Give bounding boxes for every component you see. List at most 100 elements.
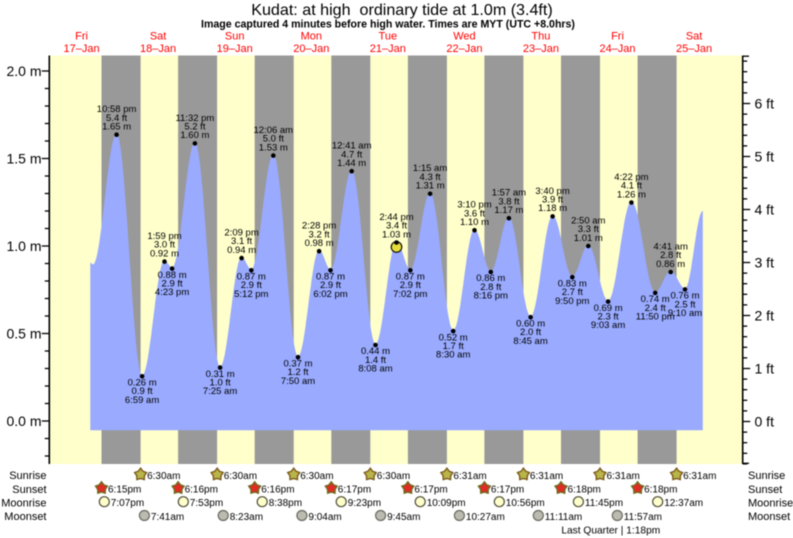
svg-text:Sunrise: Sunrise <box>748 470 785 482</box>
svg-text:Moonrise: Moonrise <box>748 497 793 509</box>
svg-text:0.31 m: 0.31 m <box>206 369 235 380</box>
svg-text:0.60 m: 0.60 m <box>516 318 545 329</box>
svg-text:2 ft: 2 ft <box>755 307 775 323</box>
svg-text:9:23pm: 9:23pm <box>348 498 381 509</box>
svg-text:0.76 m: 0.76 m <box>670 291 699 302</box>
svg-text:6:30am: 6:30am <box>147 471 180 482</box>
svg-text:2:50 am: 2:50 am <box>571 215 605 226</box>
svg-text:6:17pm: 6:17pm <box>414 485 447 496</box>
svg-text:2:44 pm: 2:44 pm <box>379 212 413 223</box>
svg-text:8:16 pm: 8:16 pm <box>474 291 508 302</box>
svg-text:6:17pm: 6:17pm <box>338 485 371 496</box>
svg-text:1.44 m: 1.44 m <box>337 158 366 169</box>
svg-text:Sunset: Sunset <box>748 484 782 496</box>
svg-text:3.0 ft: 3.0 ft <box>154 240 175 251</box>
svg-text:6 ft: 6 ft <box>755 95 775 111</box>
svg-text:Last Quarter | 1:18pm: Last Quarter | 1:18pm <box>561 526 660 537</box>
svg-text:2.5 ft: 2.5 ft <box>674 299 695 310</box>
svg-text:1.17 m: 1.17 m <box>494 205 523 216</box>
svg-text:8:45 am: 8:45 am <box>513 336 547 347</box>
svg-text:0 ft: 0 ft <box>755 413 775 429</box>
svg-text:4.3 ft: 4.3 ft <box>420 172 441 183</box>
svg-text:6:30am: 6:30am <box>377 471 410 482</box>
svg-text:2.4 ft: 2.4 ft <box>645 303 666 314</box>
svg-text:8:38pm: 8:38pm <box>269 498 302 509</box>
svg-text:1.2 ft: 1.2 ft <box>287 367 308 378</box>
svg-text:0.44 m: 0.44 m <box>361 346 390 357</box>
svg-text:9:10 am: 9:10 am <box>668 308 702 319</box>
svg-text:18–Jan: 18–Jan <box>140 43 176 55</box>
svg-text:6:02 pm: 6:02 pm <box>313 289 347 300</box>
svg-text:4.1 ft: 4.1 ft <box>621 181 642 192</box>
svg-text:1.5 m: 1.5 m <box>6 150 41 166</box>
svg-text:4.7 ft: 4.7 ft <box>341 149 362 160</box>
svg-text:1.18 m: 1.18 m <box>538 203 567 214</box>
svg-text:25–Jan: 25–Jan <box>676 43 712 55</box>
svg-text:0.98 m: 0.98 m <box>305 238 334 249</box>
svg-text:11:50 pm: 11:50 pm <box>636 312 675 323</box>
svg-text:11:57am: 11:57am <box>624 512 662 523</box>
svg-text:8:30 am: 8:30 am <box>436 350 470 361</box>
svg-text:2:28 pm: 2:28 pm <box>302 221 336 232</box>
svg-text:0.88 m: 0.88 m <box>158 270 187 281</box>
svg-text:0.87 m: 0.87 m <box>396 272 425 283</box>
svg-text:1:15 am: 1:15 am <box>413 163 447 174</box>
svg-text:4 ft: 4 ft <box>755 201 775 217</box>
svg-text:0.37 m: 0.37 m <box>283 358 312 369</box>
svg-text:3.8 ft: 3.8 ft <box>498 196 519 207</box>
svg-text:Wed: Wed <box>453 31 475 43</box>
svg-text:6:15pm: 6:15pm <box>108 485 141 496</box>
svg-text:6:16pm: 6:16pm <box>261 485 294 496</box>
svg-text:1:57 am: 1:57 am <box>492 188 526 199</box>
svg-text:2.0 m: 2.0 m <box>6 63 41 79</box>
svg-text:0.5 m: 0.5 m <box>6 325 41 341</box>
svg-text:1 ft: 1 ft <box>755 360 775 376</box>
svg-text:3.9 ft: 3.9 ft <box>542 195 563 206</box>
svg-text:Kudat: at high ordinary tide: Kudat: at high ordinary tide at 1.0m (3.… <box>251 1 552 19</box>
svg-text:0.69 m: 0.69 m <box>594 303 623 314</box>
svg-text:6:59 am: 6:59 am <box>125 395 159 406</box>
svg-text:1.53 m: 1.53 m <box>259 142 288 153</box>
svg-text:2.9 ft: 2.9 ft <box>400 280 421 291</box>
svg-text:6:17pm: 6:17pm <box>491 485 524 496</box>
svg-text:Moonrise: Moonrise <box>1 497 46 509</box>
svg-text:3.6 ft: 3.6 ft <box>464 208 485 219</box>
svg-text:11:45pm: 11:45pm <box>585 498 623 509</box>
svg-text:6:18pm: 6:18pm <box>644 485 677 496</box>
svg-text:6:31am: 6:31am <box>683 471 716 482</box>
svg-text:6:31am: 6:31am <box>530 471 563 482</box>
svg-text:1.31 m: 1.31 m <box>416 181 445 192</box>
svg-text:Fri: Fri <box>611 31 624 43</box>
svg-text:1.01 m: 1.01 m <box>574 233 603 244</box>
svg-text:1.10 m: 1.10 m <box>460 217 489 228</box>
svg-text:2.9 ft: 2.9 ft <box>162 279 183 290</box>
svg-text:0.26 m: 0.26 m <box>128 378 157 389</box>
svg-text:7:25 am: 7:25 am <box>203 386 237 397</box>
svg-text:6:31am: 6:31am <box>453 471 486 482</box>
svg-text:24–Jan: 24–Jan <box>599 43 635 55</box>
svg-text:1.03 m: 1.03 m <box>382 229 411 240</box>
svg-text:1.0 ft: 1.0 ft <box>210 378 231 389</box>
svg-text:0.74 m: 0.74 m <box>641 294 670 305</box>
svg-text:11:32 pm: 11:32 pm <box>175 113 214 124</box>
svg-text:1.60 m: 1.60 m <box>180 130 209 141</box>
svg-text:Mon: Mon <box>301 31 322 43</box>
svg-text:Sun: Sun <box>225 31 245 43</box>
svg-text:9:04am: 9:04am <box>308 512 341 523</box>
svg-text:6:30am: 6:30am <box>300 471 333 482</box>
svg-text:10:58 pm: 10:58 pm <box>97 104 137 115</box>
svg-text:7:53pm: 7:53pm <box>190 498 223 509</box>
svg-text:22–Jan: 22–Jan <box>446 43 482 55</box>
svg-text:9:45am: 9:45am <box>387 512 420 523</box>
svg-text:3.4 ft: 3.4 ft <box>386 221 407 232</box>
svg-text:10:56pm: 10:56pm <box>506 498 545 509</box>
svg-text:10:09pm: 10:09pm <box>427 498 466 509</box>
svg-text:1.65 m: 1.65 m <box>102 122 131 133</box>
svg-text:1.7 ft: 1.7 ft <box>443 341 464 352</box>
svg-text:23–Jan: 23–Jan <box>523 43 559 55</box>
svg-text:1.26 m: 1.26 m <box>617 189 646 200</box>
svg-text:7:41am: 7:41am <box>151 512 184 523</box>
svg-text:2.9 ft: 2.9 ft <box>320 280 341 291</box>
svg-text:Sat: Sat <box>686 31 703 43</box>
svg-text:0.94 m: 0.94 m <box>227 245 256 256</box>
